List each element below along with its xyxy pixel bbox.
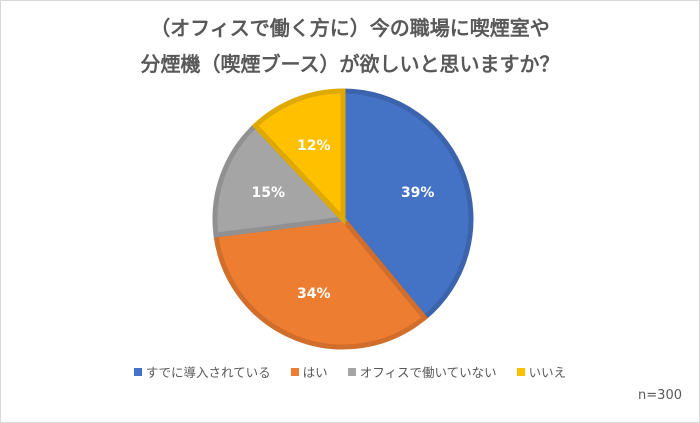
legend-item-no: いいえ: [516, 362, 567, 381]
legend-label: はい: [302, 365, 328, 380]
legend-swatch-icon: [290, 367, 299, 376]
pie-data-label: 15%: [252, 185, 286, 201]
pie-slice-yes: [213, 216, 429, 350]
chart-legend: すでに導入されている はい オフィスで働いていない いいえ: [0, 362, 700, 381]
chart-title: （オフィスで働く方に）今の職場に喫煙室や 分煙機（喫煙ブース）が欲しいと思います…: [0, 10, 700, 82]
chart-title-line-2: 分煙機（喫煙ブース）が欲しいと思いますか？: [140, 52, 560, 76]
pie-slice-no: [251, 88, 346, 226]
legend-item-already-installed: すでに導入されている: [133, 362, 271, 381]
legend-label: いいえ: [528, 365, 567, 380]
legend-swatch-icon: [516, 367, 525, 376]
legend-label: すでに導入されている: [145, 365, 271, 380]
pie-labels: 39% 34% 15% 12%: [252, 138, 435, 302]
pie-data-label: 34%: [297, 286, 331, 302]
legend-swatch-icon: [347, 367, 356, 376]
legend-label: オフィスで働いていない: [359, 365, 497, 380]
pie-slice-already-installed: [340, 88, 474, 322]
legend-item-not-office-worker: オフィスで働いていない: [347, 362, 497, 381]
pie-data-label: 39%: [401, 185, 435, 201]
legend-item-yes: はい: [290, 362, 328, 381]
legend-swatch-icon: [133, 367, 142, 376]
pie-slice-not-office-worker: [212, 122, 349, 238]
pie-data-label: 12%: [297, 138, 331, 154]
chart-title-line-1: （オフィスで働く方に）今の職場に喫煙室や: [150, 16, 550, 40]
sample-size-note: n=300: [638, 388, 682, 403]
pie-slices: [212, 88, 474, 350]
